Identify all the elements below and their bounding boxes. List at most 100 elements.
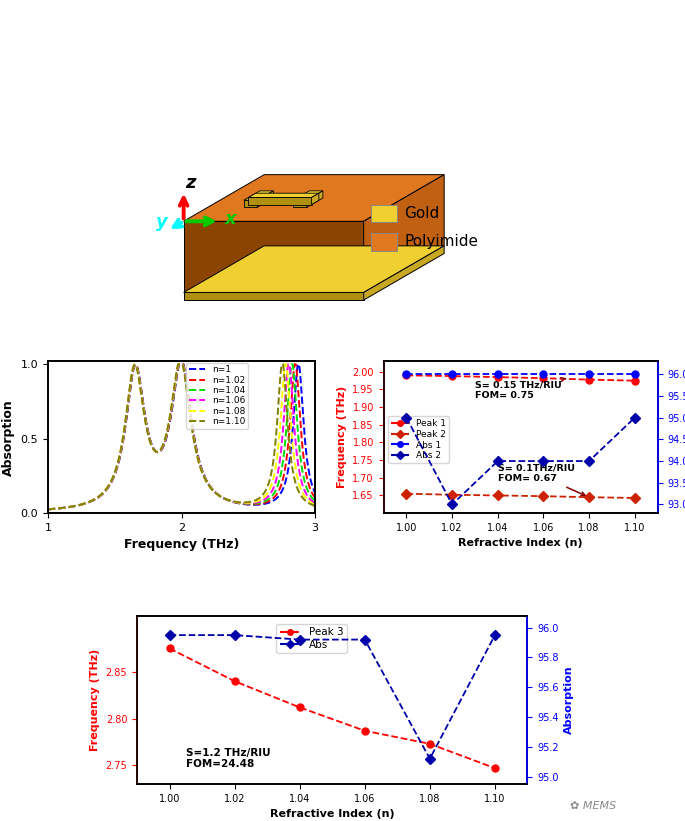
n=1 — [175, 360, 184, 369]
n=1.08 — [306, 497, 314, 507]
n=1.08 — [158, 443, 166, 452]
Peak 3 — [165, 644, 173, 654]
Polygon shape — [184, 222, 364, 292]
n=1.06 — [277, 445, 285, 455]
FancyBboxPatch shape — [371, 204, 397, 222]
Peak 3 — [426, 739, 434, 749]
Abs — [230, 631, 238, 640]
Peak 1 — [402, 370, 410, 380]
Line: Abs 2: Abs 2 — [403, 414, 638, 508]
Peak 2 — [402, 488, 410, 498]
n=1.02 — [147, 436, 155, 446]
Abs — [165, 631, 173, 640]
n=1.08 — [147, 438, 155, 447]
Abs — [490, 631, 499, 640]
Abs 1 — [539, 369, 547, 379]
n=1.02 — [306, 484, 314, 493]
Abs 2 — [494, 456, 502, 466]
Abs — [296, 635, 304, 644]
n=1.02 — [90, 495, 99, 505]
n=1.08 — [44, 504, 52, 514]
Peak 2 — [494, 490, 502, 500]
Abs 2 — [539, 456, 547, 466]
Polygon shape — [312, 193, 319, 204]
Line: Peak 2: Peak 2 — [403, 490, 638, 502]
Line: n=1: n=1 — [48, 365, 315, 509]
n=1.10 — [74, 500, 82, 510]
Polygon shape — [244, 200, 258, 207]
n=1.04 — [44, 504, 52, 514]
Peak 3 — [296, 703, 304, 713]
n=1 — [74, 501, 82, 511]
n=1 — [90, 495, 99, 505]
Polygon shape — [249, 193, 319, 198]
n=1 — [306, 472, 314, 482]
Text: ✿ MEMS: ✿ MEMS — [570, 801, 616, 811]
Peak 1 — [448, 371, 456, 381]
n=1.10 — [158, 442, 166, 452]
Peak 1 — [631, 376, 639, 386]
n=1.08 — [277, 406, 285, 415]
Peak 2 — [631, 493, 639, 502]
Abs 1 — [402, 369, 410, 379]
Polygon shape — [307, 190, 323, 207]
n=1.10 — [277, 363, 285, 373]
Text: S= 0.15 THz/RIU
FOM= 0.75: S= 0.15 THz/RIU FOM= 0.75 — [475, 378, 565, 401]
n=1.10 — [44, 504, 52, 514]
Abs 1 — [585, 369, 593, 379]
Polygon shape — [244, 190, 273, 200]
Polygon shape — [249, 198, 312, 204]
Abs 2 — [448, 499, 456, 509]
n=1.02 — [158, 444, 166, 454]
Polygon shape — [364, 175, 444, 292]
Peak 1 — [539, 374, 547, 383]
Polygon shape — [184, 175, 444, 222]
n=1.08 — [90, 494, 99, 504]
Text: $\bfit{z}$: $\bfit{z}$ — [186, 174, 198, 192]
Peak 1 — [585, 374, 593, 384]
n=1.10 — [311, 501, 319, 511]
Polygon shape — [293, 190, 323, 200]
n=1.06 — [311, 498, 319, 508]
n=1.10 — [174, 360, 182, 369]
n=1 — [311, 488, 319, 498]
Peak 3 — [490, 764, 499, 773]
Peak 2 — [539, 491, 547, 501]
Y-axis label: Absorption: Absorption — [564, 666, 574, 734]
n=1.04 — [306, 490, 314, 500]
Abs 1 — [631, 369, 639, 379]
Text: Polyimide: Polyimide — [404, 234, 478, 250]
Line: Abs: Abs — [166, 631, 499, 762]
Peak 2 — [585, 493, 593, 502]
Peak 3 — [230, 677, 238, 686]
Peak 2 — [448, 490, 456, 500]
n=1.06 — [306, 494, 314, 504]
Peak 1 — [494, 372, 502, 382]
n=1 — [44, 504, 52, 514]
Y-axis label: Frequency (THz): Frequency (THz) — [337, 386, 347, 488]
X-axis label: Refractive Index (n): Refractive Index (n) — [458, 539, 583, 548]
n=1.06 — [74, 500, 82, 510]
n=1.02 — [74, 501, 82, 511]
n=1.06 — [44, 504, 52, 514]
Text: S=1.2 THz/RIU
FOM=24.48: S=1.2 THz/RIU FOM=24.48 — [186, 748, 271, 769]
Text: Gold: Gold — [404, 206, 440, 221]
Polygon shape — [364, 245, 444, 300]
Text: $\bfit{y}$: $\bfit{y}$ — [155, 215, 170, 233]
n=1.10 — [90, 494, 99, 504]
Text: $\bfit{x}$: $\bfit{x}$ — [224, 210, 238, 228]
n=1.04 — [74, 500, 82, 510]
n=1.02 — [44, 504, 52, 514]
Abs 1 — [494, 369, 502, 379]
Y-axis label: Frequency (THz): Frequency (THz) — [90, 649, 100, 751]
n=1.04 — [277, 467, 285, 477]
X-axis label: Frequency (THz): Frequency (THz) — [124, 539, 239, 552]
Abs — [426, 754, 434, 764]
Line: n=1.06: n=1.06 — [48, 365, 315, 509]
n=1 — [158, 444, 166, 454]
Polygon shape — [293, 200, 307, 207]
n=1.06 — [158, 443, 166, 452]
Abs 1 — [448, 369, 456, 379]
n=1.02 — [277, 480, 285, 490]
Legend: Peak 1, Peak 2, Abs 1, Abs 2: Peak 1, Peak 2, Abs 1, Abs 2 — [388, 416, 449, 463]
